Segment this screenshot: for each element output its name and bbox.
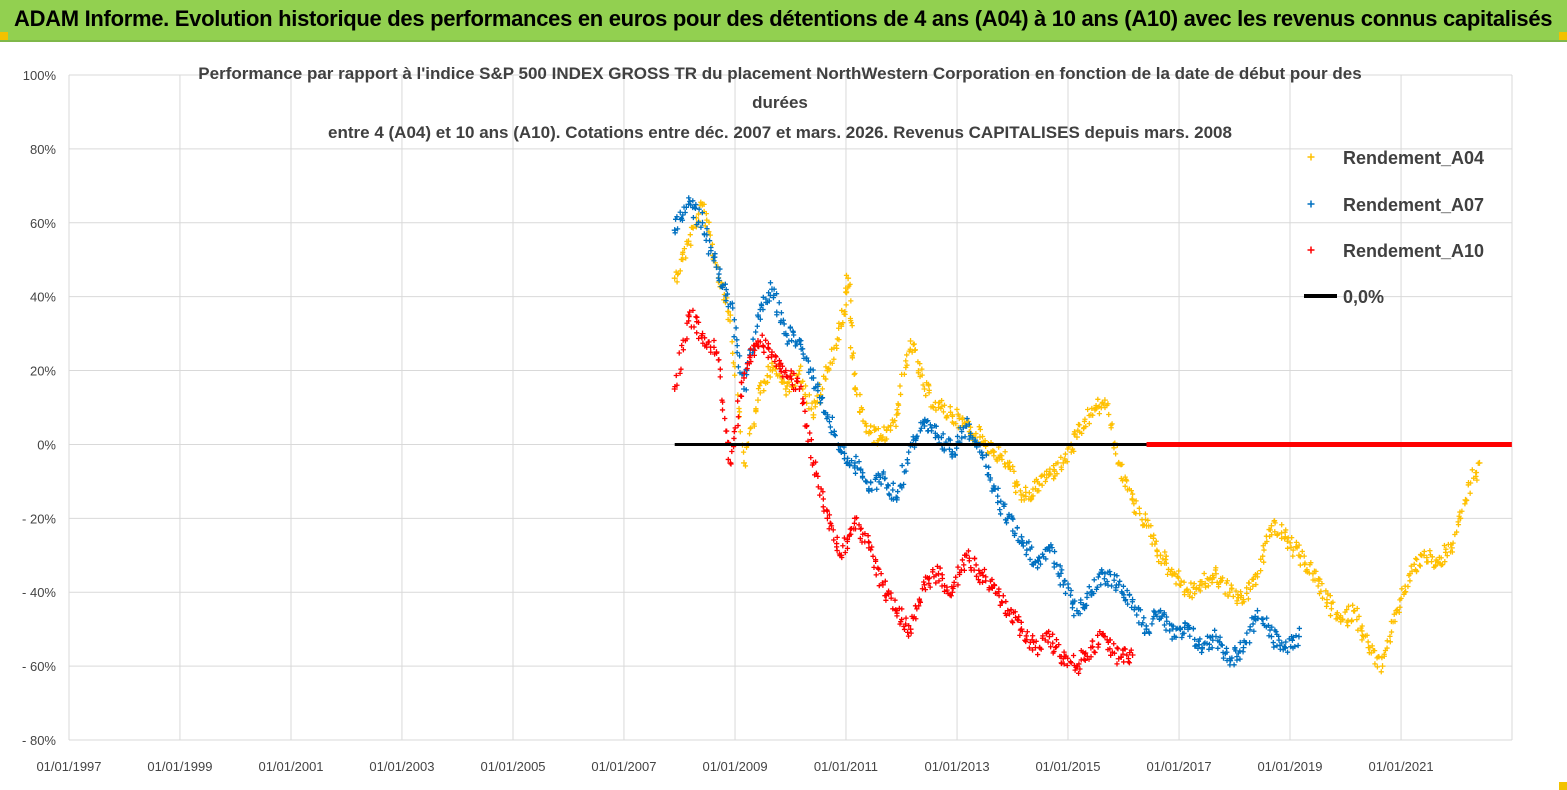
- data-point: [671, 275, 678, 282]
- data-point: [741, 459, 748, 466]
- data-point: [796, 367, 803, 374]
- data-point: [727, 312, 734, 319]
- data-point: [907, 338, 914, 344]
- x-tick-label: 01/01/2019: [1257, 759, 1322, 774]
- data-point: [921, 422, 928, 429]
- corner-marker-top-right: [1559, 32, 1567, 40]
- data-point: [1018, 533, 1025, 540]
- x-tick-label: 01/01/2021: [1369, 759, 1434, 774]
- legend-swatch-marker: [1307, 153, 1315, 161]
- chart-title-line: entre 4 (A04) et 10 ans (A10). Cotations…: [328, 123, 1232, 142]
- data-point: [1073, 607, 1080, 614]
- y-tick-label: 20%: [30, 364, 56, 379]
- data-series: [671, 195, 1512, 676]
- y-tick-label: 0%: [37, 437, 56, 452]
- data-point: [1295, 552, 1302, 559]
- x-tick-label: 01/01/2017: [1147, 759, 1212, 774]
- x-tick-label: 01/01/2015: [1035, 759, 1100, 774]
- gridlines: [68, 74, 1513, 741]
- series-rendement_a07: [671, 195, 1302, 668]
- y-tick-label: - 40%: [22, 585, 56, 600]
- report-title: ADAM Informe. Evolution historique des p…: [14, 6, 1553, 31]
- y-tick-label: - 60%: [22, 659, 56, 674]
- y-axis-ticks: 100% 80% 60% 40% 20% 0% - 20% - 40% - 60% - 80%: [22, 68, 56, 748]
- x-tick-label: 01/01/2003: [369, 759, 434, 774]
- data-point-cloud: [672, 307, 1134, 676]
- chart-legend: Rendement_A04 Rendement_A07 Rendement_A10 0…: [1304, 148, 1484, 307]
- x-tick-label: 01/01/2001: [258, 759, 323, 774]
- data-point: [1129, 652, 1136, 659]
- chart-title-line: Performance par rapport à l'indice S&P 5…: [198, 64, 1361, 83]
- x-axis-ticks: 01/01/1997 01/01/1999 01/01/2001 01/01/2003…: [36, 759, 1433, 774]
- series-rendement_a10: [671, 307, 1136, 676]
- data-point: [1295, 633, 1302, 640]
- data-point: [727, 459, 734, 466]
- x-tick-label: 01/01/2007: [591, 759, 656, 774]
- corner-marker-bottom-right: [1559, 782, 1567, 790]
- data-point-cloud: [673, 199, 1481, 675]
- corner-marker-top-left: [0, 32, 8, 40]
- chart-title-line: durées: [752, 93, 808, 112]
- data-point-cloud: [672, 195, 1302, 668]
- data-point: [1254, 607, 1261, 614]
- y-tick-label: 80%: [30, 142, 56, 157]
- report-banner: ADAM Informe. Evolution historique des p…: [0, 0, 1567, 42]
- y-tick-label: - 80%: [22, 733, 56, 748]
- data-point: [782, 386, 789, 393]
- x-tick-label: 01/01/1999: [147, 759, 212, 774]
- data-point: [1379, 663, 1386, 670]
- y-tick-label: 60%: [30, 216, 56, 231]
- series-rendement_a04: [671, 199, 1483, 675]
- data-point: [713, 264, 720, 271]
- legend-swatch-marker: [1307, 246, 1315, 254]
- legend-label: Rendement_A07: [1343, 195, 1484, 215]
- legend-label: Rendement_A10: [1343, 241, 1484, 261]
- data-point: [1268, 522, 1275, 529]
- data-point: [845, 275, 852, 282]
- x-tick-label: 01/01/1997: [36, 759, 101, 774]
- x-tick-label: 01/01/2005: [480, 759, 545, 774]
- legend-label: 0,0%: [1343, 287, 1384, 307]
- legend-swatch-marker: [1307, 200, 1315, 208]
- scatter-chart: 100% 80% 60% 40% 20% 0% - 20% - 40% - 60% - 80% 0…: [22, 64, 1513, 774]
- x-tick-label: 01/01/2011: [814, 759, 878, 774]
- y-tick-label: 100%: [23, 68, 57, 83]
- data-point: [754, 397, 761, 404]
- data-point: [921, 581, 928, 588]
- data-point: [1046, 633, 1053, 640]
- data-point: [1226, 589, 1233, 596]
- legend-label: Rendement_A04: [1343, 148, 1484, 168]
- data-point: [741, 374, 748, 381]
- x-tick-label: 01/01/2009: [702, 759, 767, 774]
- data-point: [824, 515, 831, 522]
- y-tick-label: 40%: [30, 290, 56, 305]
- data-point: [768, 360, 775, 367]
- chart-title: Performance par rapport à l'indice S&P 5…: [198, 64, 1361, 142]
- data-point: [921, 386, 928, 393]
- y-tick-label: - 20%: [22, 511, 56, 526]
- data-point: [1073, 434, 1080, 441]
- x-tick-label: 01/01/2013: [925, 759, 990, 774]
- data-point: [949, 589, 956, 596]
